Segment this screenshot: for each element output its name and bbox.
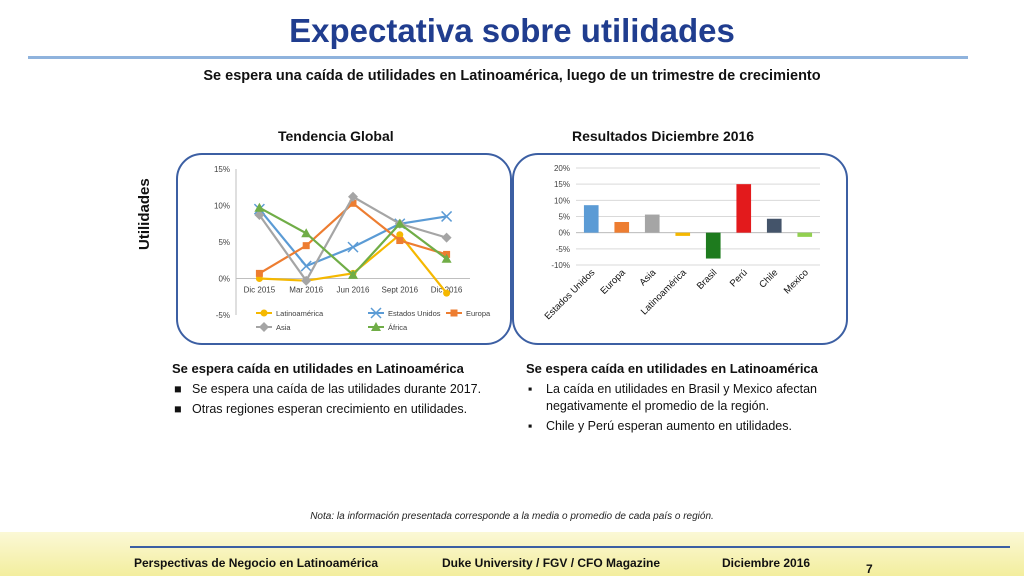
bar-Perú (736, 184, 752, 233)
left-bullet-item: ■ Se espera una caída de las utilidades d… (174, 382, 482, 396)
footer-center: Duke University / FGV / CFO Magazine (442, 556, 661, 570)
y-tick-label: 0% (218, 275, 230, 284)
bullet-icon: ▪ (528, 382, 533, 396)
data-point (255, 269, 263, 277)
left-bullets-heading: Se espera caída en utilidades en Latinoa… (172, 361, 464, 376)
x-tick-label: Sept 2016 (382, 286, 419, 295)
data-point (348, 191, 358, 202)
y-tick-label: 15% (214, 165, 230, 174)
right-chart-title: Resultados Diciembre 2016 (572, 128, 755, 144)
line-chart-panel: -5% 0% 5% 10% 15% Dic 2015 Mar 2016 Jun 2016 Sep… (176, 153, 512, 345)
x-tick-label: Mar 2016 (289, 286, 323, 295)
bar-Chile (766, 218, 782, 233)
legend-item: Europa (446, 309, 491, 318)
data-point (371, 322, 381, 331)
data-point (348, 269, 358, 279)
line-chart: -5% 0% 5% 10% 15% Dic 2015 Mar 2016 Jun 2016 Sep… (214, 165, 491, 332)
data-point (254, 202, 265, 212)
y-tick-label: -5% (556, 245, 570, 254)
series-África (254, 202, 452, 279)
x-tick-label: Asia (638, 267, 659, 288)
footer-divider (130, 546, 1010, 548)
legend-item: Estados Unidos (368, 307, 441, 319)
data-point (300, 260, 312, 272)
y-tick-label: 5% (218, 238, 230, 247)
x-tick-label: Brasil (695, 267, 720, 292)
bullet-icon: ■ (174, 402, 182, 416)
data-point (370, 307, 382, 319)
left-bullet-item: ■ Otras regiones esperan crecimiento en u… (174, 402, 468, 416)
title-divider (28, 56, 968, 59)
series-Estados Unidos (253, 203, 453, 272)
x-tick-label: Jun 2016 (337, 286, 370, 295)
data-point (347, 241, 359, 253)
x-tick-label: Mexico (782, 267, 811, 296)
right-bullets: Se espera caída en utilidades en Latinoa… (526, 360, 846, 438)
x-tick-label: Chile (757, 267, 780, 290)
footer-left: Perspectivas de Negocio en Latinoamérica (134, 556, 379, 570)
x-tick-label: Perú (728, 267, 750, 289)
right-bullets-heading: Se espera caída en utilidades en Latinoa… (526, 361, 818, 376)
legend-label: Latinoamérica (276, 309, 324, 318)
right-bullet-item: ▪ Chile y Perú esperan aumento en utilida… (528, 419, 792, 433)
y-tick-label: -5% (216, 311, 230, 320)
page-number: 7 (866, 562, 873, 576)
data-point (302, 242, 310, 250)
data-point (260, 309, 268, 317)
bullet-icon: ■ (174, 382, 182, 396)
y-tick-label: 20% (554, 164, 570, 173)
data-point (450, 309, 458, 317)
left-bullets: Se espera caída en utilidades en Latinoa… (172, 360, 512, 421)
bar-Brasil (705, 232, 721, 259)
y-tick-label: 10% (554, 196, 570, 205)
data-point (301, 228, 312, 238)
y-tick-label: 15% (554, 180, 570, 189)
data-point (394, 218, 405, 228)
bar-chart-panel: -10% -5% 0% 5% 10% 15% 20% Estados Unidos Europa… (512, 153, 848, 345)
vertical-axis-label: Utilidades (136, 178, 153, 250)
series-line (258, 206, 448, 277)
data-point (349, 199, 357, 207)
data-point (259, 322, 269, 332)
data-point (396, 237, 404, 245)
y-tick-label: 10% (214, 202, 230, 211)
data-point (441, 232, 452, 243)
legend-item: Latinoamérica (256, 309, 324, 318)
data-point (441, 210, 453, 222)
bar-Europa (614, 221, 630, 233)
bar-Mexico (797, 232, 813, 237)
y-tick-label: -10% (551, 261, 570, 270)
slide-title: Expectativa sobre utilidades (289, 12, 735, 49)
bar-Asia (644, 214, 660, 233)
bar-Latinoamérica (675, 232, 691, 236)
data-point (441, 253, 452, 263)
y-tick-label: 5% (558, 213, 570, 222)
y-tick-label: 0% (558, 229, 570, 238)
data-point (396, 231, 404, 239)
bar-Estados Unidos (583, 205, 599, 233)
footer-band (0, 532, 1024, 576)
x-tick-label: Europa (598, 267, 628, 297)
legend-item: Asia (256, 322, 291, 332)
data-point (443, 289, 451, 297)
legend-label: Europa (466, 309, 491, 318)
legend-label: Asia (276, 323, 291, 332)
legend-label: Estados Unidos (388, 309, 441, 318)
slide-subtitle: Se espera una caída de utilidades en Lat… (203, 68, 821, 84)
data-point (301, 275, 312, 286)
right-bullet-item: ▪ La caída en utilidades en Brasil y Mexi… (528, 382, 817, 413)
legend-item: África (368, 322, 408, 332)
footer-right: Diciembre 2016 (722, 556, 811, 570)
bullet-icon: ▪ (528, 419, 533, 433)
left-chart-title: Tendencia Global (278, 128, 394, 144)
x-tick-label: Dic 2015 (244, 286, 276, 295)
x-tick-label: Estados Unidos (543, 267, 598, 322)
footnote: Nota: la información presentada correspo… (310, 511, 714, 522)
legend-label: África (388, 323, 408, 332)
bar-chart: -10% -5% 0% 5% 10% 15% 20% Estados Unidos Europa… (543, 164, 820, 322)
data-point (254, 209, 265, 220)
